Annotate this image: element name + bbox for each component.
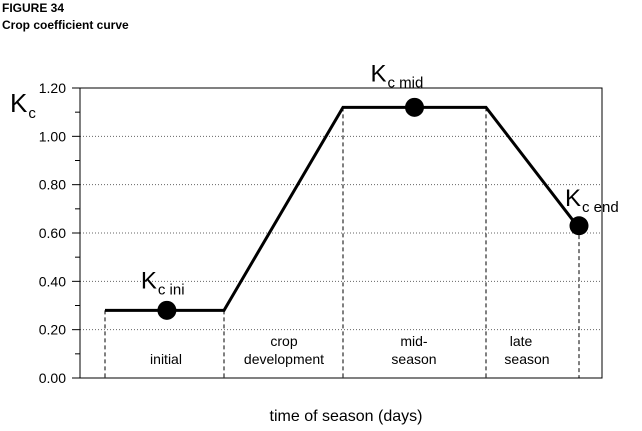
- stage-label: late: [510, 333, 533, 349]
- chart-labels: Kc initial crop development mid-season late se…: [10, 88, 550, 425]
- y-tick-label: 0.60: [39, 225, 66, 241]
- kc-points: Kc ini Kc mid Kc end: [141, 60, 619, 320]
- y-tick-label: 1.00: [39, 128, 66, 144]
- y-tick-label: 0.00: [39, 370, 66, 386]
- figure-caption: Crop coefficient curve: [2, 18, 129, 32]
- y-tick-label: 0.80: [39, 177, 66, 193]
- kc-point: [569, 216, 589, 236]
- figure-number: FIGURE 34: [2, 1, 65, 15]
- kc-curve: [105, 105, 581, 312]
- grid-lines: [80, 135, 602, 331]
- stage-label: initial: [150, 351, 182, 367]
- y-axis-label: Kc: [10, 88, 36, 122]
- kc-point: [405, 97, 424, 117]
- y-tick-label: 0.40: [39, 273, 66, 289]
- y-axis: 0.00 0.20 0.40 0.60 0.80 1.00 1.20: [39, 80, 80, 386]
- y-tick-label: 1.20: [39, 80, 66, 96]
- y-tick-label: 0.20: [39, 322, 66, 338]
- stage-label: development: [244, 351, 324, 367]
- x-axis-label: time of season (days): [270, 408, 423, 425]
- stage-dividers: [104, 107, 580, 378]
- stage-label: season: [504, 351, 549, 367]
- stage-label: crop: [270, 333, 297, 349]
- stage-label: season: [391, 351, 436, 367]
- kc-point-label: Kc ini: [141, 267, 185, 298]
- stage-label: mid-: [400, 333, 428, 349]
- kc-point: [157, 300, 177, 320]
- kc-point-label: Kc mid: [371, 60, 424, 91]
- kc-curve-line: [105, 105, 581, 312]
- kc-point-label: Kc end: [565, 185, 619, 216]
